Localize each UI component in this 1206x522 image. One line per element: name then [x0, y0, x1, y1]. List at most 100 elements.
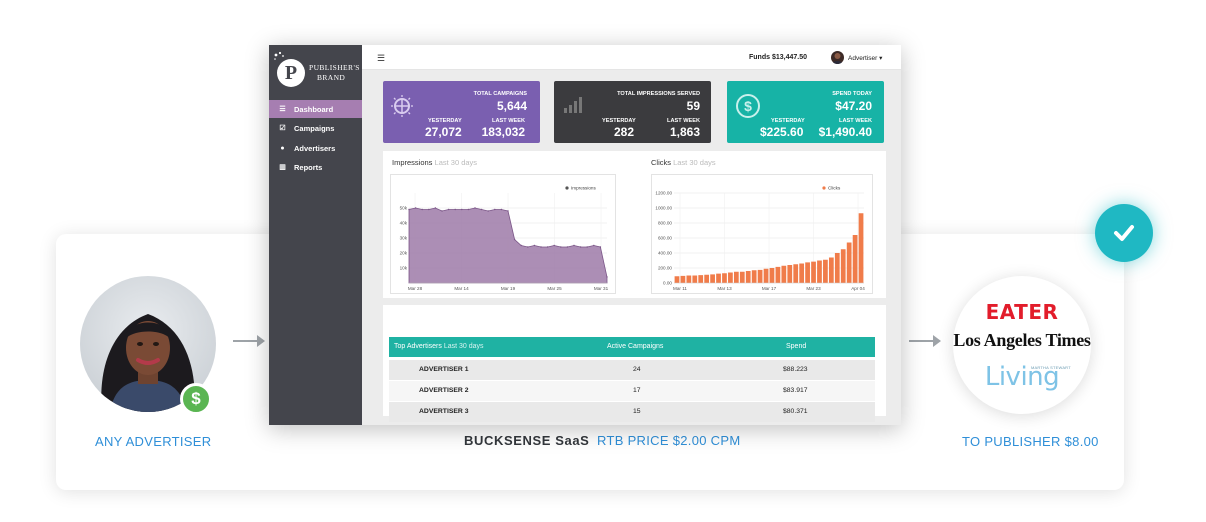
x-tick-label: Mar 23	[806, 286, 821, 291]
clicks-chart: 0.00 200.00 400.00 600.00 800.00 1000.00 1200.…	[651, 174, 873, 294]
clicks-bar	[805, 262, 810, 284]
users-icon: ●	[280, 144, 285, 152]
svg-text:$: $	[744, 98, 752, 114]
y-tick-label: 1200.00	[655, 191, 672, 196]
legend-marker	[822, 186, 826, 190]
publisher-logos: EATER Los Angeles Times MARTHA STEWART L…	[953, 276, 1091, 414]
nav-label: Advertisers	[294, 143, 336, 153]
dollar-circle-icon: $	[736, 94, 760, 118]
table-header: Top Advertisers Last 30 days Active Camp…	[389, 337, 875, 357]
x-tick-label: Apr 04	[851, 286, 865, 291]
sidebar: P PUBLISHER'S BRAND ☰ Dashboard ☑ Campai…	[269, 45, 362, 425]
kpi-total-impressions: TOTAL IMPRESSIONS SERVED 59 YESTERDAY 28…	[554, 81, 711, 143]
kpi-value: 59	[686, 99, 700, 113]
arrow-icon	[233, 335, 265, 347]
dollar-badge-icon: $	[180, 383, 212, 415]
impressions-point	[494, 208, 496, 211]
x-tick-label: Mar 19	[501, 286, 516, 291]
brand-initial: P	[277, 59, 305, 87]
clicks-bar	[769, 268, 775, 283]
user-avatar[interactable]	[831, 51, 844, 64]
table-row[interactable]: ADVERTISER 3 15 $80.371	[389, 402, 875, 422]
clicks-bar	[674, 276, 680, 283]
nav-label: Reports	[294, 162, 323, 172]
dashboard-window: P PUBLISHER'S BRAND ☰ Dashboard ☑ Campai…	[269, 45, 901, 425]
nav-label: Dashboard	[294, 104, 334, 114]
brand-logo[interactable]: P PUBLISHER'S BRAND	[273, 51, 361, 91]
kpi-yesterday-label: YESTERDAY	[602, 118, 636, 124]
kpi-lastweek-value: $1,490.40	[818, 125, 872, 139]
clicks-bar	[680, 275, 686, 284]
impressions-point	[428, 208, 430, 211]
impressions-point	[560, 246, 562, 248]
clicks-title: Clicks Last 30 days	[651, 158, 716, 167]
y-tick-label: 800.00	[658, 221, 672, 226]
kpi-yesterday-label: YESTERDAY	[428, 118, 462, 124]
kpi-lastweek-value: 183,032	[481, 125, 525, 139]
nav-item-dashboard[interactable]: ☰ Dashboard	[269, 100, 362, 118]
legend-label: Impressions	[571, 186, 596, 191]
latimes-logo: Los Angeles Times	[953, 330, 1091, 350]
clicks-bar	[733, 271, 739, 283]
clicks-bar	[757, 269, 763, 284]
y-tick-label: 0.00	[663, 281, 672, 286]
kpi-lastweek-label: LAST WEEK	[667, 118, 700, 124]
clicks-bar	[799, 263, 805, 283]
kpi-value: $47.20	[835, 99, 872, 113]
clicks-bar	[716, 273, 721, 284]
impressions-point	[586, 246, 588, 248]
impressions-point	[408, 208, 410, 211]
kpi-yesterday-value: 27,072	[425, 125, 462, 139]
impressions-point	[546, 246, 549, 248]
nav-item-reports[interactable]: ▥ Reports	[269, 158, 362, 176]
nav-item-campaigns[interactable]: ☑ Campaigns	[269, 119, 362, 137]
x-tick-label: Mar 11	[673, 286, 687, 291]
kpi-yesterday-value: $225.60	[760, 125, 804, 139]
publisher-caption: TO PUBLISHER $8.00	[962, 434, 1099, 449]
menu-toggle-icon[interactable]: ☰	[377, 53, 386, 63]
impressions-point	[500, 208, 503, 211]
table-row[interactable]: ADVERTISER 2 17 $83.917	[389, 381, 875, 401]
column-header[interactable]: Active Campaigns	[607, 343, 664, 350]
living-logo: Living	[984, 362, 1060, 392]
brand-name: PUBLISHER'S BRAND	[309, 63, 360, 82]
active-campaigns: 17	[633, 387, 641, 394]
x-tick-label: Mar 25	[547, 286, 562, 291]
y-tick-label: 40k	[400, 221, 408, 226]
clicks-bar	[745, 271, 751, 283]
globe-icon	[391, 95, 413, 117]
nav-item-advertisers[interactable]: ● Advertisers	[269, 139, 362, 157]
clicks-bar	[722, 273, 727, 283]
kpi-label: TOTAL CAMPAIGNS	[473, 91, 527, 97]
advertiser-name: ADVERTISER 3	[419, 408, 469, 415]
y-tick-label: 50k	[400, 206, 408, 211]
kpi-spend-today: $ SPEND TODAY $47.20 YESTERDAY $225.60 L…	[727, 81, 884, 143]
clicks-bar	[846, 242, 852, 283]
clicks-bar	[817, 260, 822, 283]
clicks-bar	[840, 249, 846, 283]
kpi-lastweek-value: 1,863	[669, 125, 700, 139]
spend: $80.371	[783, 408, 808, 415]
advertiser-name: ADVERTISER 1	[419, 366, 469, 373]
impressions-point	[599, 246, 602, 248]
advertiser-avatar	[80, 276, 216, 412]
clicks-bar	[775, 266, 781, 284]
impressions-area	[408, 207, 608, 284]
topbar: ☰ Funds $13,447.50 Advertiser ▾	[362, 45, 901, 70]
user-menu[interactable]: Advertiser ▾	[848, 55, 883, 62]
impressions-title: Impressions Last 30 days	[392, 158, 478, 167]
clicks-bar	[728, 272, 733, 283]
y-tick-label: 600.00	[658, 236, 672, 241]
legend-marker	[565, 186, 569, 190]
clicks-bar	[828, 257, 834, 283]
advertiser-name: ADVERTISER 2	[419, 387, 469, 394]
x-tick-label: Mar 28	[408, 286, 423, 291]
y-tick-label: 20k	[400, 251, 408, 256]
impressions-point	[414, 207, 417, 209]
table-row[interactable]: ADVERTISER 1 24 $88.223	[389, 360, 875, 380]
main-content: TOTAL CAMPAIGNS 5,644 YESTERDAY 27,072 L…	[362, 70, 901, 425]
living-small-text: MARTHA STEWART	[1031, 365, 1071, 370]
spend: $83.917	[783, 387, 808, 394]
column-header[interactable]: Spend	[786, 343, 807, 350]
